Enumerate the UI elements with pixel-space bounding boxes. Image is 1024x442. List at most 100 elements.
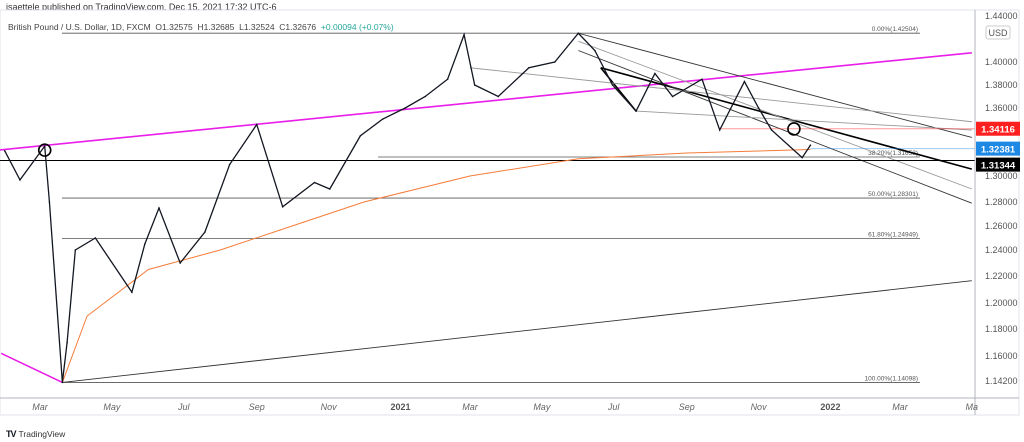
price-tick-label: 1.20000 [985,298,1018,308]
price-point [424,95,427,98]
price-point [809,144,812,147]
price-point [718,129,721,131]
time-tick-label: Jul [607,402,621,412]
time-tick-label: Sep [679,402,695,412]
price-point [131,291,133,294]
tv-logo-icon: TV [6,429,16,439]
price-point [743,80,746,83]
price-label-box [976,157,1020,172]
price-point [463,33,465,36]
price-point [446,78,449,81]
time-tick-label: Mar [462,402,479,412]
price-tick-label: 1.28000 [985,197,1018,207]
price-tick-label: 1.24000 [985,245,1018,255]
price-point [594,49,596,52]
time-tick-label: Mar [32,402,49,412]
price-label-value: 1.31344 [981,161,1016,172]
time-tick-label: May [533,402,551,412]
price-point [94,237,97,239]
price-point [404,107,406,109]
price-tick-label: 1.14200 [985,376,1018,386]
fib-level-label: 50.00%(1.28301) [868,191,918,198]
price-point [801,156,803,159]
tradingview-logo[interactable]: TV TradingView [6,429,65,439]
logo-text: TradingView [18,429,66,439]
price-point [204,231,206,233]
price-point [770,129,773,131]
price-point [553,61,556,63]
price-point [671,95,674,98]
price-tick-label: 1.26000 [985,221,1018,231]
trendline [0,52,972,151]
ohlc-change: +0.00094 (+0.07%) [320,22,394,32]
time-tick-label: 2022 [820,402,840,412]
price-tick-label: 1.22000 [985,271,1018,281]
time-tick-label: Mar [892,402,909,412]
fib-level-label: 100.00%(1.14098) [865,375,919,382]
price-label-box [976,141,1020,156]
price-point [473,84,476,86]
price-point [3,149,6,152]
price-point [74,249,77,251]
publisher-line: jsaettele published on TradingView.com, … [6,2,277,12]
time-tick-label: Nov [751,402,768,412]
trendline [636,110,972,131]
price-point [313,181,316,184]
price-point [281,206,284,208]
price-point [635,110,637,112]
trendline [578,40,972,190]
price-label-box [976,121,1020,136]
price-point [66,341,68,344]
time-tick-label: Jul [177,402,191,412]
trendline [578,50,972,204]
highlight-circle [787,122,801,136]
trendline [600,66,973,170]
trendline [469,67,972,123]
price-tick-label: 1.36000 [985,103,1018,113]
ohlc-low: L1.32524 [239,22,275,32]
price-tick-label: 1.16000 [985,351,1018,361]
price-point [328,188,331,190]
trendline [0,352,63,384]
price-point [359,134,362,137]
time-tick-label: 2021 [390,402,410,412]
price-point [61,381,64,384]
highlight-circle [37,143,52,157]
ohlc-high: H1.32685 [197,22,235,32]
time-tick-label: Ma [966,402,979,412]
price-tick-label: 1.40000 [985,57,1018,67]
price-tick-label: 1.30000 [985,171,1018,181]
price-tick-label: 1.18000 [985,324,1018,334]
price-point [757,107,760,109]
price-point [43,145,46,147]
ohlc-close: C1.32676 [279,22,317,32]
symbol-name: British Pound / U.S. Dollar, 1D, FXCM [8,22,151,32]
price-label-value: 1.32381 [981,145,1016,156]
currency-badge [985,25,1011,40]
fib-level-label: 38.20%(1.31653) [868,150,918,157]
time-tick-label: Sep [249,402,265,412]
symbol-legend: British Pound / U.S. Dollar, 1D, FXCM O1… [8,22,394,32]
trendline [578,32,972,138]
fib-level-label: 0.00%(1.42504) [872,26,918,33]
fib-level-label: 61.80%(1.24949) [868,232,918,239]
price-point [48,201,51,203]
trendline [62,280,972,383]
price-label-value: 1.34116 [981,125,1015,136]
time-tick-label: May [103,402,121,412]
moving-average-line [61,149,811,383]
price-point [654,72,656,75]
time-tick-label: Nov [321,402,338,412]
chart-frame [0,9,1020,416]
price-point [528,66,530,69]
price-point [158,207,160,209]
price-point [577,32,580,35]
price-point [179,262,181,264]
price-point [228,163,231,166]
price-point [701,78,703,81]
currency-label: USD [988,28,1008,38]
price-tick-label: 1.38000 [985,80,1018,90]
price-tick-label: 1.44000 [985,11,1018,21]
price-point [611,84,614,86]
